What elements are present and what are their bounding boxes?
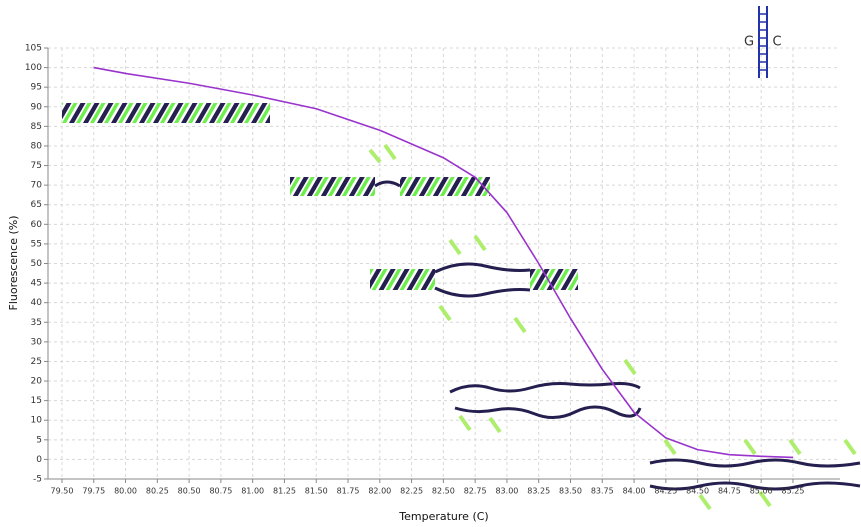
x-tick-label: 84.50 [686, 487, 709, 496]
dna-strand [649, 458, 861, 468]
x-tick-label: 83.75 [591, 487, 614, 496]
y-tick-label: -5 [33, 475, 42, 485]
x-tick-label: 80.00 [114, 487, 137, 496]
x-tick-label: 81.00 [241, 487, 264, 496]
y-tick-label: 10 [31, 416, 43, 426]
dna-strand [374, 180, 401, 188]
x-tick-label: 85.00 [750, 487, 773, 496]
y-tick-label: 40 [31, 298, 43, 308]
dna-strand [454, 405, 642, 419]
dna-helix [290, 177, 375, 196]
x-tick-label: 80.25 [146, 487, 169, 496]
x-tick-label: 79.50 [51, 487, 74, 496]
dna-helix [62, 103, 270, 123]
dna-strand [649, 481, 861, 491]
x-tick-label: 85.25 [782, 487, 805, 496]
y-tick-label: 60 [31, 220, 43, 230]
y-tick-label: 55 [31, 239, 42, 249]
y-tick-label: 45 [31, 279, 42, 289]
dna-helix [530, 269, 578, 290]
dna-illustrations [62, 103, 861, 511]
y-tick-label: 25 [31, 357, 42, 367]
x-tick-label: 82.50 [432, 487, 455, 496]
gc-icon: G C [744, 6, 782, 78]
y-tick-label: 5 [36, 435, 42, 445]
y-tick-label: 105 [25, 44, 42, 54]
y-tick-label: 75 [31, 161, 42, 171]
x-tick-label: 84.75 [718, 487, 741, 496]
y-tick-label: 70 [31, 181, 43, 191]
y-tick-label: 100 [25, 63, 42, 73]
y-tick-label: 90 [31, 102, 43, 112]
dna-strand [434, 286, 531, 298]
y-tick-label: 65 [31, 200, 42, 210]
x-tick-label: 81.25 [273, 487, 296, 496]
x-tick-label: 83.50 [559, 487, 582, 496]
y-tick-label: 20 [31, 377, 43, 387]
y-tick-label: 80 [31, 141, 43, 151]
y-tick-label: 50 [31, 259, 43, 269]
melt-curve [93, 66, 793, 459]
dna-strand [434, 262, 531, 274]
y-tick-label: 85 [31, 122, 42, 132]
y-tick-label: 95 [31, 83, 42, 93]
dna-helix [400, 177, 490, 196]
x-tick-label: 83.00 [495, 487, 518, 496]
x-tick-label: 82.25 [400, 487, 423, 496]
x-tick-label: 83.25 [527, 487, 550, 496]
y-tick-label: 15 [31, 396, 42, 406]
x-tick-label: 84.00 [623, 487, 646, 496]
x-tick-label: 80.75 [209, 487, 232, 496]
x-axis-title: Temperature (C) [398, 510, 488, 523]
x-tick-label: 84.25 [654, 487, 677, 496]
y-axis-title: Fluorescence (%) [7, 216, 20, 311]
dna-fragment [368, 143, 857, 511]
x-tick-label: 81.75 [337, 487, 360, 496]
dna-strand [449, 382, 641, 394]
x-tick-label: 82.75 [464, 487, 487, 496]
y-tick-label: 30 [31, 337, 43, 347]
x-tick-label: 79.75 [82, 487, 105, 496]
y-tick-label: 0 [36, 455, 42, 465]
x-tick-label: 81.50 [305, 487, 328, 496]
x-tick-label: 82.00 [368, 487, 391, 496]
base-label: C [772, 35, 781, 50]
dna-helix [370, 269, 435, 290]
x-tick-label: 80.50 [178, 487, 201, 496]
base-label: G [744, 35, 754, 50]
y-tick-label: 35 [31, 318, 42, 328]
